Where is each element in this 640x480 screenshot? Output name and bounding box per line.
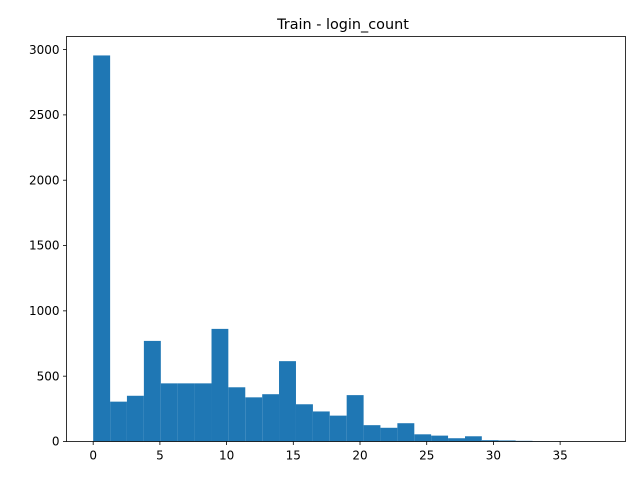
y-tick-label: 1000 bbox=[29, 304, 60, 318]
y-axis-ticks: 0 500 1000 1500 2000 2500 3000 bbox=[29, 43, 67, 449]
x-tick-label: 10 bbox=[219, 449, 234, 463]
histogram-bar-4 bbox=[160, 383, 178, 442]
x-tick-label: 5 bbox=[156, 449, 164, 463]
histogram-bar-18 bbox=[397, 423, 415, 442]
histogram-bar-11 bbox=[279, 361, 296, 442]
histogram-bar-15 bbox=[346, 395, 364, 442]
histogram-bar-13 bbox=[312, 411, 330, 442]
histogram-bar-7 bbox=[211, 328, 229, 442]
histogram-bar-2 bbox=[126, 395, 144, 442]
histogram-bar-0 bbox=[93, 55, 111, 442]
y-tick-label: 500 bbox=[37, 369, 60, 383]
histogram-bar-6 bbox=[194, 383, 212, 442]
x-axis-ticks: 0 5 10 15 20 25 30 35 bbox=[89, 441, 568, 463]
histogram-bar-10 bbox=[262, 394, 280, 442]
x-tick-label: 20 bbox=[352, 449, 367, 463]
x-tick-label: 25 bbox=[419, 449, 434, 463]
x-tick-label: 30 bbox=[486, 449, 501, 463]
histogram-bar-8 bbox=[228, 387, 246, 442]
plot-frame bbox=[66, 36, 626, 442]
histogram-bar-12 bbox=[295, 404, 313, 442]
histogram-bar-14 bbox=[329, 415, 347, 442]
y-tick-label: 2500 bbox=[29, 108, 60, 122]
x-tick-label: 15 bbox=[286, 449, 301, 463]
histogram-bar-9 bbox=[245, 397, 263, 442]
y-tick-label: 2000 bbox=[29, 173, 60, 187]
histogram-bar-1 bbox=[110, 401, 127, 442]
histogram-bar-17 bbox=[380, 427, 398, 442]
histogram-bar-19 bbox=[414, 434, 432, 442]
histogram-bar-20 bbox=[431, 435, 449, 442]
histogram-bar-16 bbox=[363, 425, 381, 442]
y-tick-label: 1500 bbox=[29, 239, 60, 253]
chart-title: Train - login_count bbox=[276, 17, 409, 33]
histogram-bar-5 bbox=[177, 383, 195, 442]
y-tick-label: 3000 bbox=[29, 43, 60, 57]
y-tick-label: 0 bbox=[52, 435, 60, 449]
bars bbox=[93, 55, 601, 442]
histogram-bar-21 bbox=[448, 438, 466, 442]
histogram-bar-22 bbox=[465, 436, 482, 442]
histogram-bar-24 bbox=[498, 440, 516, 442]
histogram-bar-23 bbox=[481, 440, 499, 442]
x-tick-label: 0 bbox=[89, 449, 97, 463]
x-tick-label: 35 bbox=[552, 449, 567, 463]
histogram-bar-3 bbox=[143, 340, 161, 442]
